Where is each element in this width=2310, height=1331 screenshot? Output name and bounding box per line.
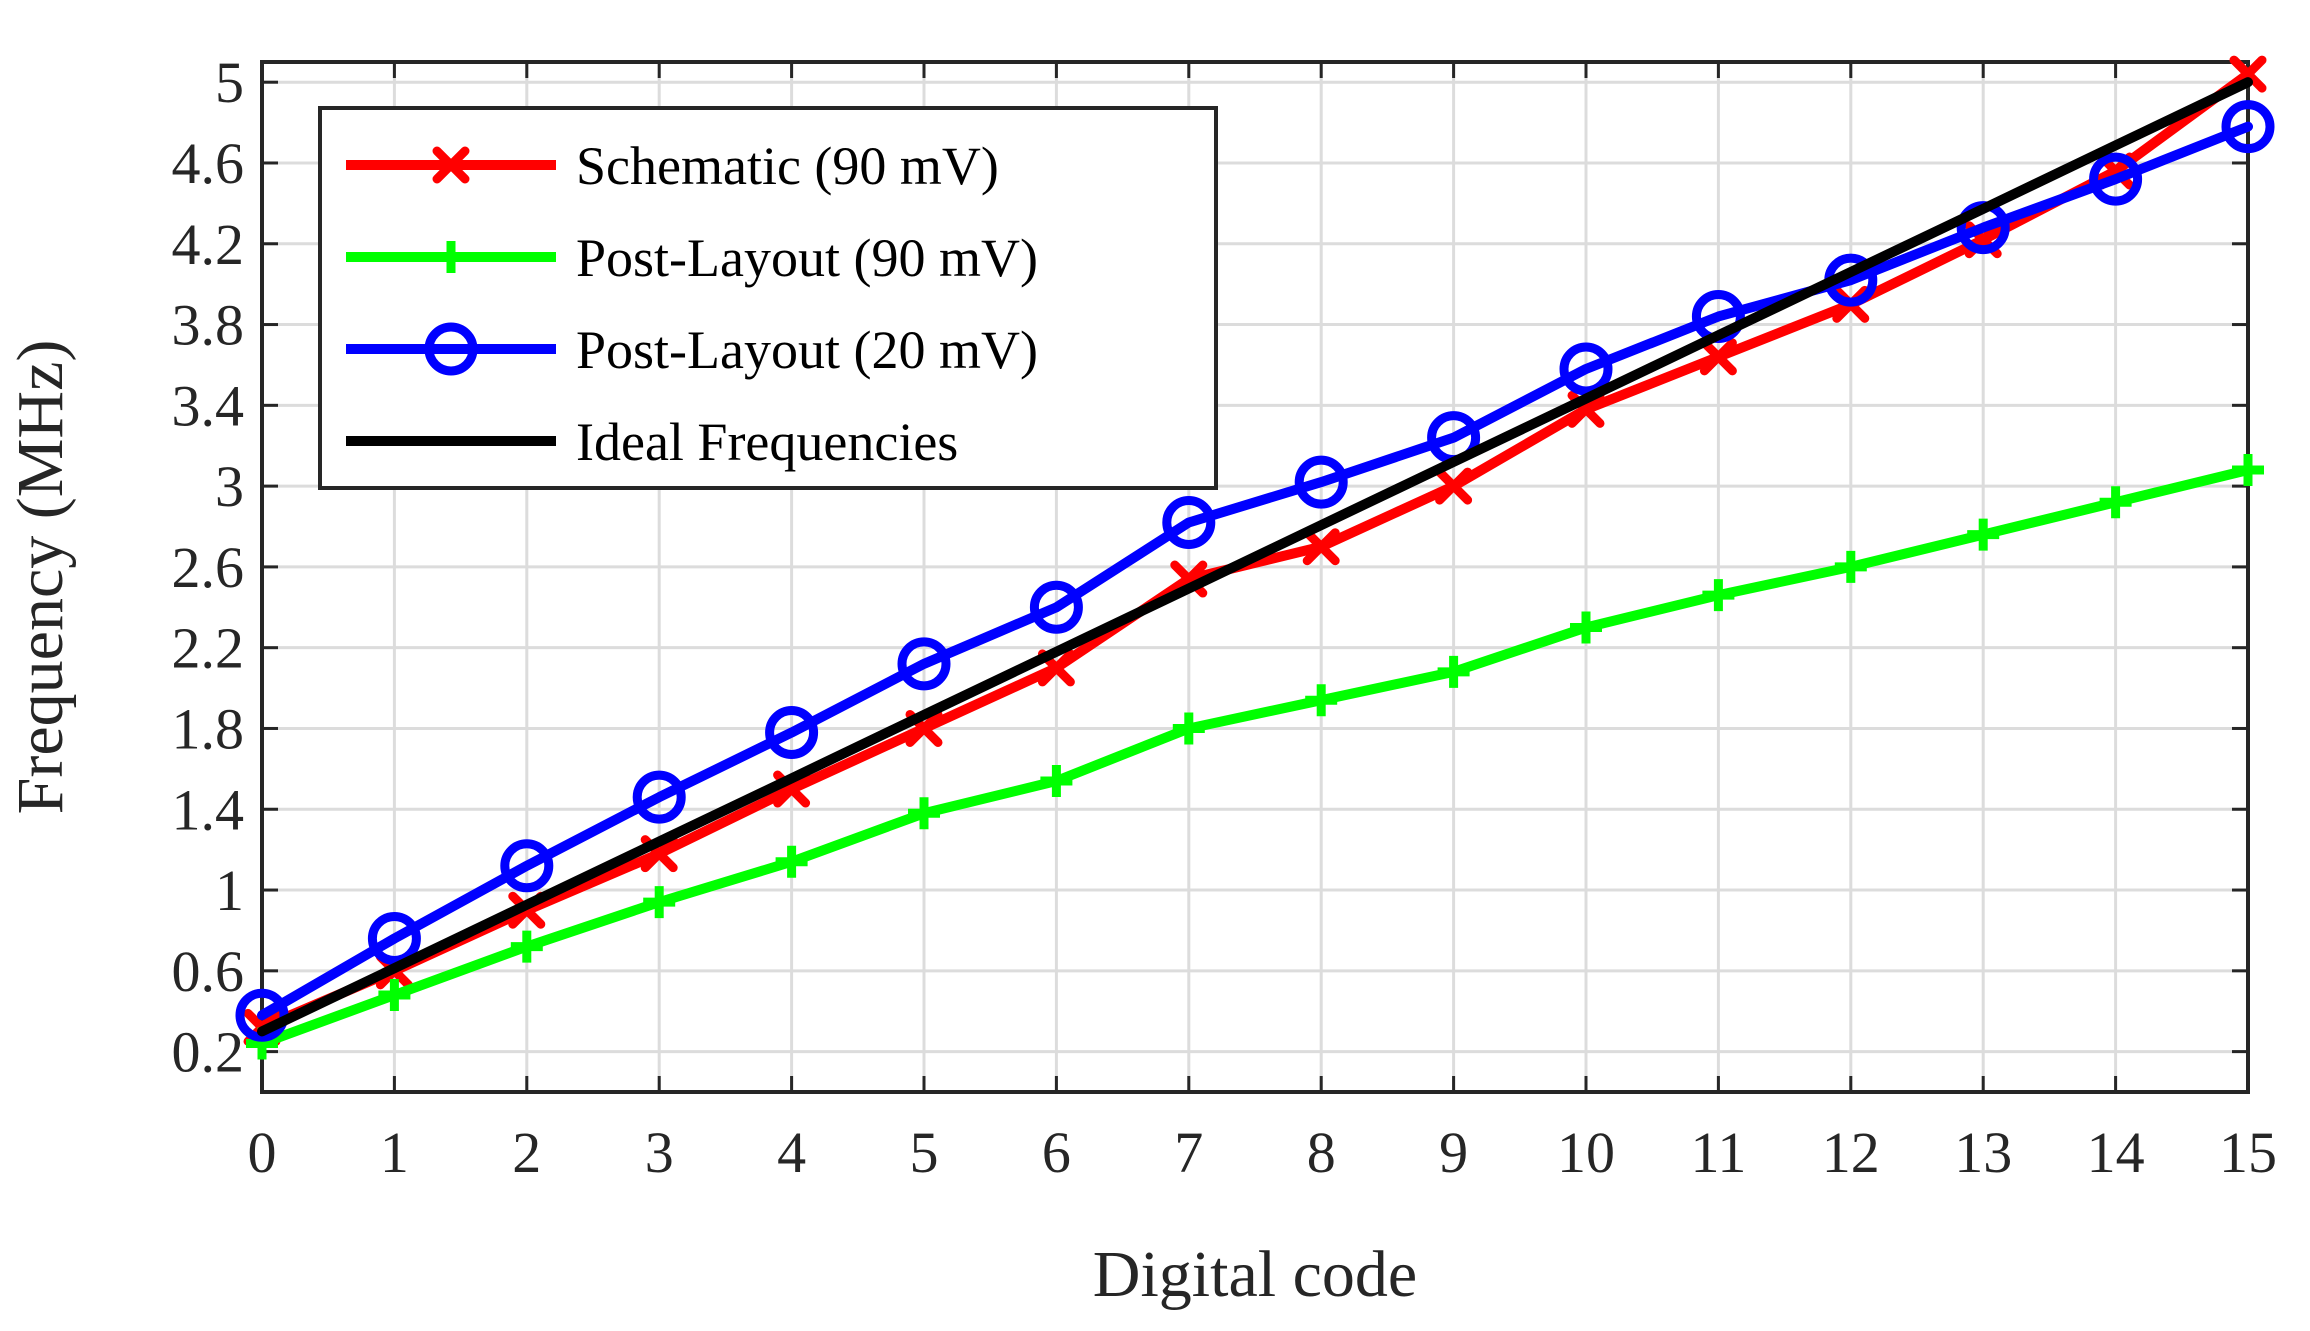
legend-label: Post-Layout (20 mV) [576, 320, 1038, 380]
series-ideal-frequencies [257, 77, 2253, 1037]
legend-item-post-layout-20mv: Post-Layout (20 mV) [346, 320, 1038, 380]
legend: Schematic (90 mV) Post-Layout (90 mV) Post… [318, 106, 1218, 490]
legend-item-schematic-90mv: Schematic (90 mV) [346, 136, 999, 196]
y-tick-label: 1.4 [172, 777, 245, 842]
y-tick-label: 3 [215, 454, 244, 519]
post-layout-90mv-point [378, 979, 411, 1012]
legend-item-ideal-frequencies: Ideal Frequencies [346, 412, 958, 472]
x-tick-label: 2 [512, 1120, 541, 1185]
x-axis-title: Digital code [1093, 1238, 1417, 1311]
post-layout-90mv-point [1437, 655, 1470, 688]
y-tick-label: 4.6 [172, 131, 245, 196]
x-tick-label: 10 [1557, 1120, 1615, 1185]
x-tick-label: 9 [1439, 1120, 1468, 1185]
y-axis-title: Frequency (MHz) [4, 340, 77, 815]
post-layout-90mv-point [643, 886, 676, 919]
y-tick-label: 1.8 [172, 696, 245, 761]
post-layout-20mv-point [367, 912, 421, 966]
post-layout-90mv-point [1967, 518, 2000, 551]
schematic-90mv-point [1302, 528, 1340, 566]
legend-box [318, 106, 1218, 490]
post-layout-20mv-point [2221, 100, 2275, 154]
post-layout-20mv-point [2089, 152, 2143, 206]
x-tick-label: 14 [2087, 1120, 2145, 1185]
series-post-layout-90mv [246, 453, 2264, 1060]
x-tick-label: 4 [777, 1120, 806, 1185]
y-tick-label: 2.6 [172, 535, 245, 600]
post-layout-90mv-point [775, 845, 808, 878]
y-tick-label: 4.2 [172, 212, 245, 277]
y-tick-label: 0.2 [172, 1020, 245, 1085]
post-layout-20mv-point [1294, 455, 1348, 509]
post-layout-90mv-point [908, 797, 940, 830]
post-layout-20mv-line [257, 121, 2253, 1021]
post-layout-90mv-point [1570, 611, 1602, 644]
series-lines [235, 55, 2275, 1060]
legend-marker [424, 322, 478, 376]
x-tick-label: 5 [910, 1120, 939, 1185]
x-tick-label: 1 [380, 1120, 409, 1185]
legend-marker [435, 241, 467, 273]
y-tick-label: 0.6 [172, 939, 245, 1004]
post-layout-90mv-point [1305, 684, 1338, 717]
post-layout-90mv-point [2232, 453, 2264, 486]
legend-label: Schematic (90 mV) [576, 136, 999, 196]
post-layout-20mv-point [765, 706, 819, 760]
x-tick-label: 7 [1174, 1120, 1203, 1185]
post-layout-20mv-point [500, 839, 554, 893]
legend-label: Post-Layout (90 mV) [576, 228, 1038, 288]
post-layout-90mv-line [257, 464, 2253, 1049]
plot-frame [260, 60, 2250, 1094]
axis-ticks [260, 62, 2250, 1092]
x-tick-label: 15 [2219, 1120, 2277, 1185]
y-tick-label: 5 [215, 50, 244, 115]
post-layout-20mv-point [1559, 342, 1613, 396]
x-tick-label: 12 [1822, 1120, 1880, 1185]
schematic-90mv-line [257, 69, 2253, 1033]
post-layout-20mv-point [235, 988, 289, 1042]
legend-item-post-layout-90mv: Post-Layout (90 mV) [346, 228, 1038, 288]
post-layout-90mv-point [1172, 712, 1205, 745]
x-tick-label: 8 [1307, 1120, 1336, 1185]
ideal-frequencies-line [257, 77, 2253, 1037]
y-tick-label: 1 [215, 858, 244, 923]
legend-marker [432, 146, 470, 184]
x-tick-label: 0 [248, 1120, 277, 1185]
post-layout-20mv-point [1029, 580, 1083, 634]
tick-labels: 0 1 2 3 4 5 6 7 8 9 10 11 12 13 14 150.20.611.41.82.22.… [172, 50, 2278, 1185]
post-layout-90mv-point [1702, 579, 1735, 612]
post-layout-20mv-point [632, 770, 686, 824]
x-tick-label: 11 [1690, 1120, 1746, 1185]
y-tick-label: 3.8 [172, 293, 245, 358]
post-layout-90mv-point [2099, 486, 2132, 519]
series-post-layout-20mv [235, 100, 2275, 1042]
post-layout-90mv-point [1040, 764, 1073, 797]
x-tick-label: 3 [645, 1120, 674, 1185]
post-layout-90mv-point [1834, 550, 1867, 583]
x-tick-label: 6 [1042, 1120, 1071, 1185]
post-layout-90mv-point [510, 930, 543, 963]
x-tick-label: 13 [1954, 1120, 2012, 1185]
post-layout-20mv-point [1162, 495, 1216, 549]
y-tick-label: 2.2 [172, 616, 245, 681]
schematic-90mv-point [1699, 338, 1737, 376]
post-layout-20mv-point [897, 637, 951, 691]
schematic-90mv-point [1435, 467, 1473, 505]
y-tick-label: 3.4 [172, 373, 245, 438]
legend-label: Ideal Frequencies [576, 412, 958, 472]
